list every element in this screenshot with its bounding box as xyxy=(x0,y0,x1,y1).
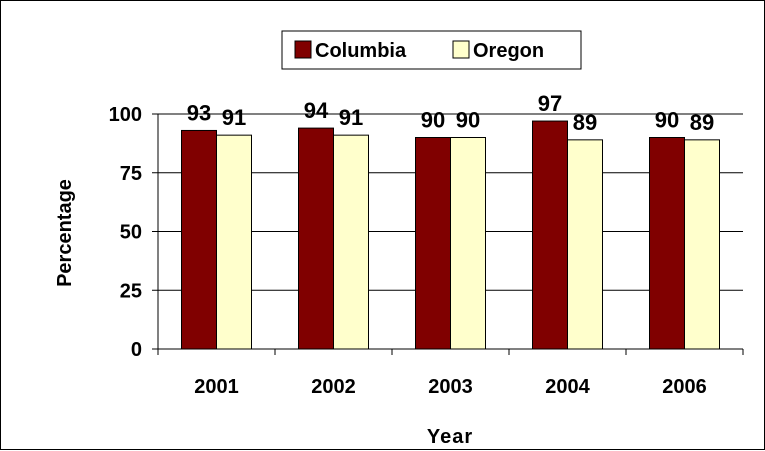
x-tick-label-2002: 2002 xyxy=(311,376,356,398)
legend: Columbia Oregon xyxy=(281,30,582,70)
bar-columbia-2001 xyxy=(181,129,217,350)
x-tick-label-2004: 2004 xyxy=(545,376,590,398)
data-labels: 93 91 94 91 90 90 97 89 90 89 xyxy=(187,91,714,135)
x-tick-label-2001: 2001 xyxy=(194,376,239,398)
data-label-columbia-2001: 93 xyxy=(187,100,211,125)
bar-columbia-2003 xyxy=(415,137,451,350)
bar-columbia-2002 xyxy=(298,127,334,350)
bar-columbia-2004 xyxy=(532,120,568,350)
y-tick-label: 0 xyxy=(131,339,142,361)
y-axis-title: Percentage xyxy=(54,179,76,287)
bar-oregon-2001 xyxy=(216,134,252,350)
x-tick-label-2006: 2006 xyxy=(662,376,707,398)
data-label-oregon-2002: 91 xyxy=(339,105,363,130)
legend-swatch-columbia xyxy=(294,40,312,59)
data-label-oregon-2006: 89 xyxy=(690,110,714,135)
bar-columbia-2006 xyxy=(649,137,685,350)
x-axis-title: Year xyxy=(427,426,473,448)
legend-swatch-oregon xyxy=(452,40,470,59)
legend-label-oregon: Oregon xyxy=(473,40,544,62)
y-tick-label: 50 xyxy=(120,222,142,244)
x-tick-label-2003: 2003 xyxy=(428,376,473,398)
data-label-columbia-2006: 90 xyxy=(655,108,679,133)
data-label-columbia-2002: 94 xyxy=(304,98,329,123)
data-label-oregon-2001: 91 xyxy=(222,105,246,130)
bar-oregon-2004 xyxy=(567,139,603,350)
data-label-columbia-2003: 90 xyxy=(421,108,445,133)
y-tick-label: 25 xyxy=(120,280,142,302)
legend-label-columbia: Columbia xyxy=(315,40,407,62)
y-tick-label: 75 xyxy=(120,163,142,185)
axes: 0 25 50 75 100 2001 2002 2003 2004 2006 xyxy=(109,104,744,398)
bars xyxy=(181,120,720,350)
data-label-columbia-2004: 97 xyxy=(538,91,562,116)
legend-box xyxy=(281,30,582,70)
data-label-oregon-2004: 89 xyxy=(573,110,597,135)
data-label-oregon-2003: 90 xyxy=(456,108,480,133)
bar-oregon-2003 xyxy=(450,137,486,350)
y-tick-label: 100 xyxy=(109,104,142,126)
bar-oregon-2002 xyxy=(333,134,369,350)
bar-oregon-2006 xyxy=(684,139,720,350)
